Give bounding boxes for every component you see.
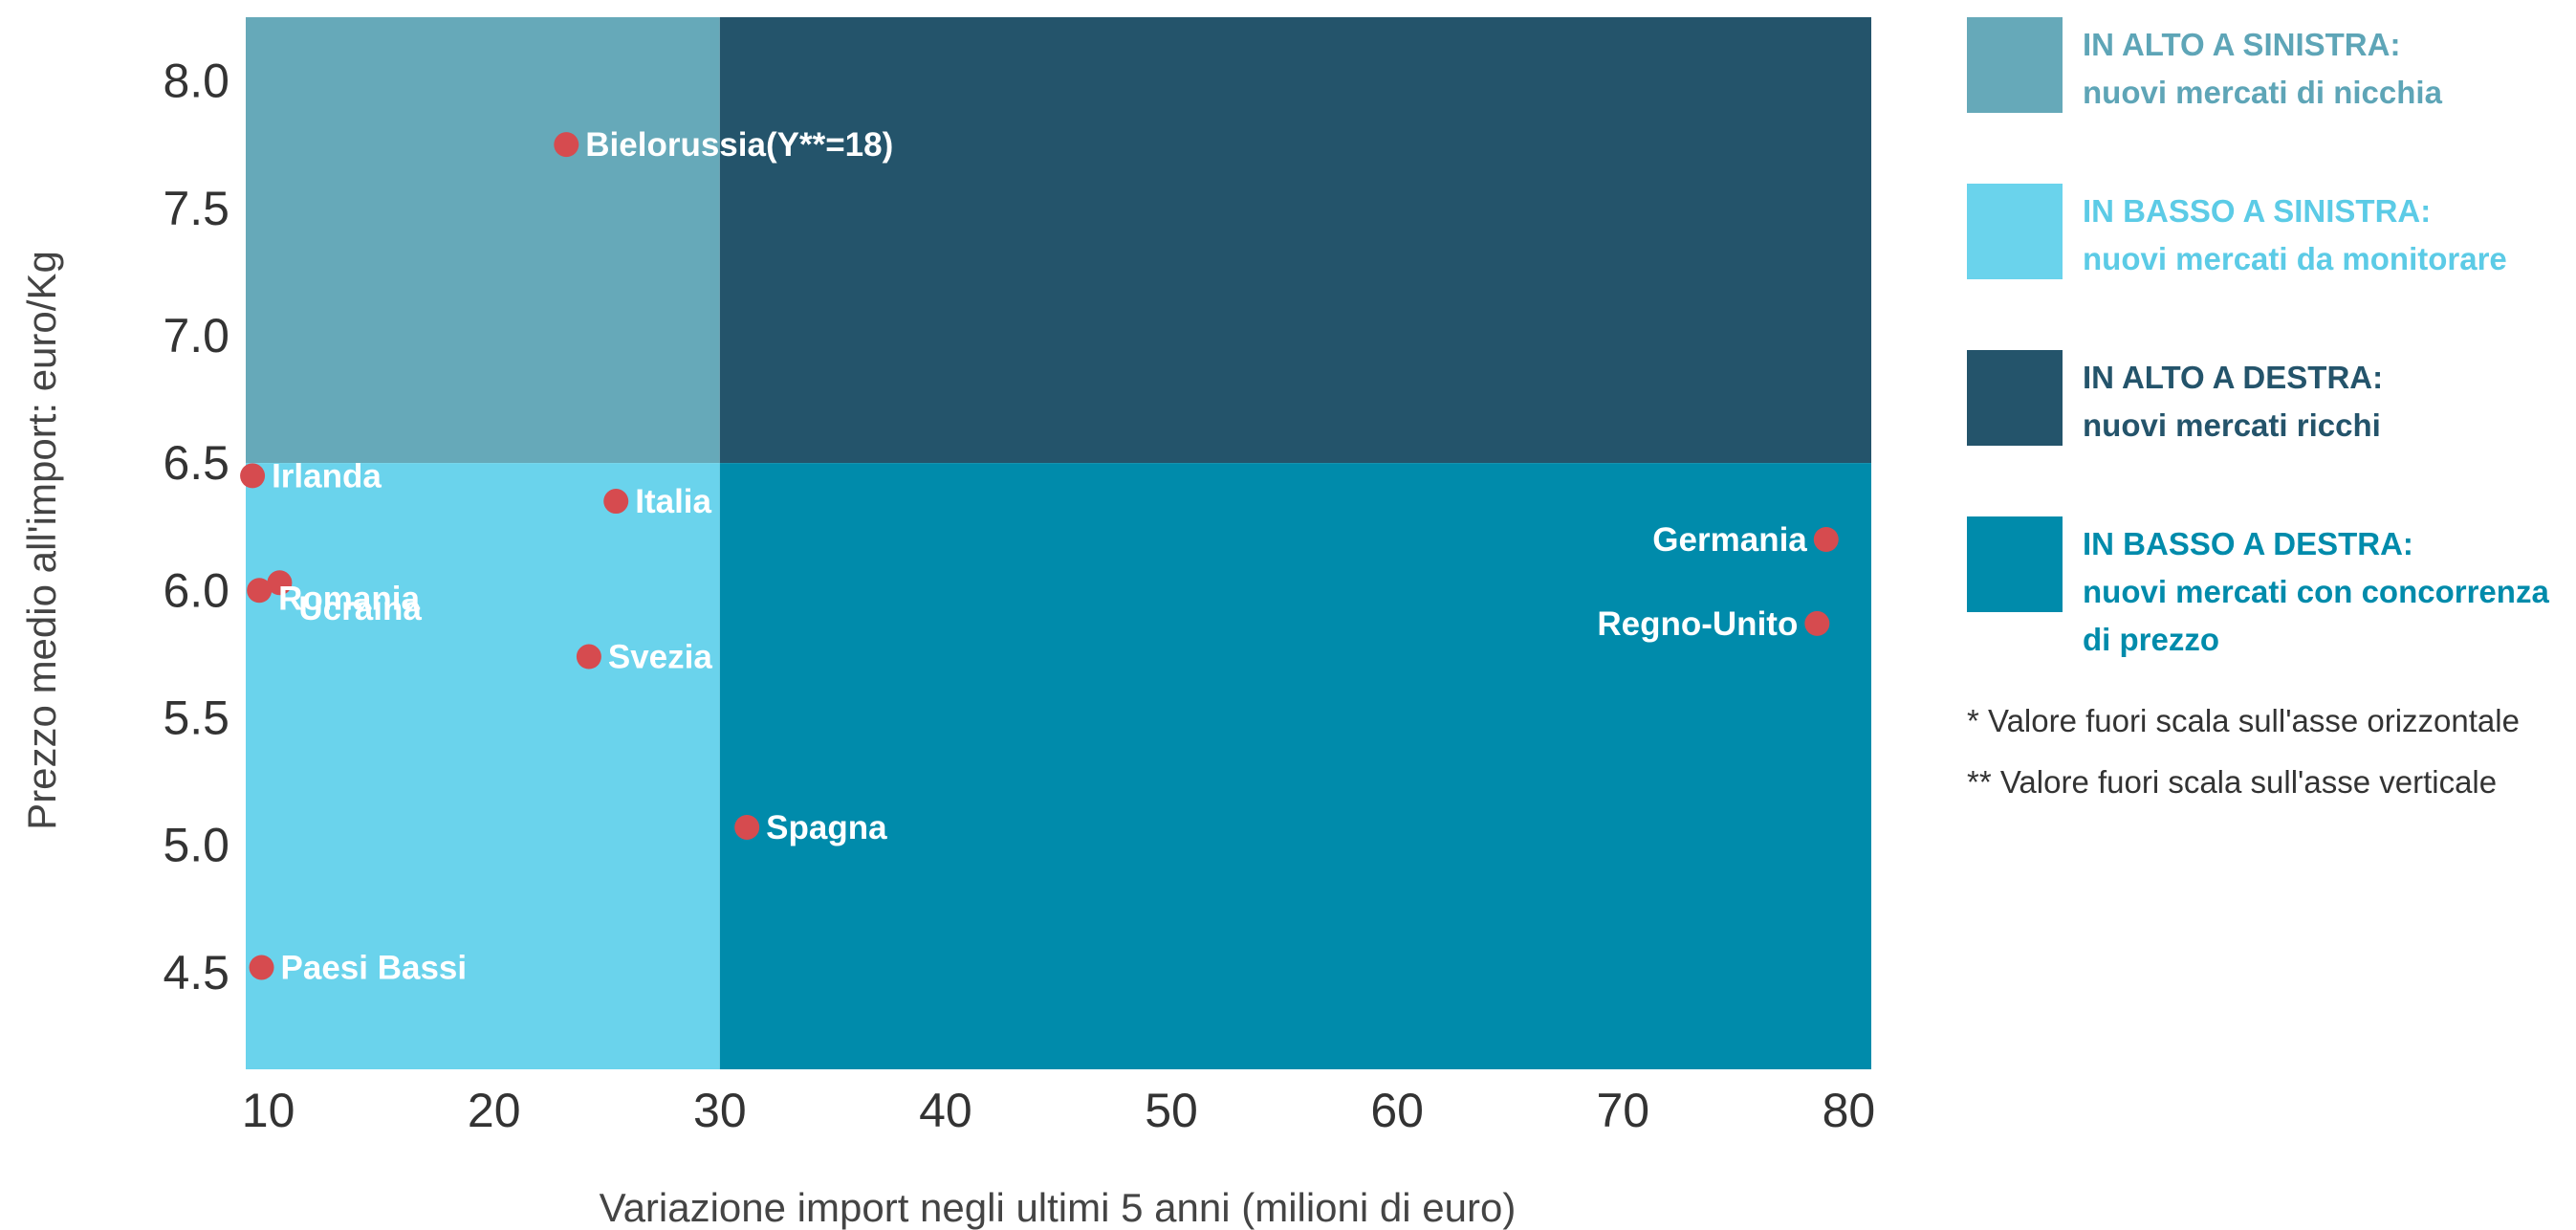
legend-item-top-right: IN ALTO A DESTRA: nuovi mercati ricchi (1967, 350, 2576, 450)
data-point-label: Regno-Unito (1597, 605, 1798, 643)
data-point (554, 132, 579, 158)
data-point-label: Paesi Bassi (281, 949, 468, 986)
x-tick-label: 60 (1370, 1084, 1424, 1137)
legend-swatch-bottom-right (1967, 516, 2063, 612)
y-axis-title: Prezzo medio all'import: euro/Kg (19, 251, 64, 830)
data-point (734, 814, 760, 840)
y-tick-label: 6.5 (163, 436, 229, 490)
y-tick-label: 5.5 (163, 691, 229, 744)
x-axis-ticks: 10 20 30 40 50 60 70 80 (242, 1084, 1875, 1137)
legend: IN ALTO A SINISTRA: nuovi mercati di nic… (1967, 17, 2576, 731)
legend-subtitle-bottom-left: nuovi mercati da monitorare (2083, 241, 2507, 276)
legend-item-bottom-right: IN BASSO A DESTRA: nuovi mercati con con… (1967, 516, 2576, 664)
data-point-label: Germania (1652, 521, 1807, 559)
legend-swatch-bottom-left (1967, 184, 2063, 279)
quadrant-backgrounds (246, 17, 1872, 1069)
data-point (240, 463, 266, 489)
legend-text-bottom-right: IN BASSO A DESTRA: nuovi mercati con con… (2083, 520, 2561, 664)
legend-text-bottom-left: IN BASSO A SINISTRA: nuovi mercati da mo… (2083, 187, 2507, 283)
data-point (603, 489, 629, 515)
data-point-labels: Bielorussia(Y**=18)IrlandaItaliaUcrainaR… (272, 126, 1807, 986)
x-tick-label: 10 (242, 1084, 295, 1137)
y-tick-label: 6.0 (163, 563, 229, 617)
legend-text-top-right: IN ALTO A DESTRA: nuovi mercati ricchi (2083, 354, 2383, 450)
x-tick-label: 80 (1823, 1084, 1876, 1137)
quadrant-top-left (246, 17, 720, 464)
legend-text-top-left: IN ALTO A SINISTRA: nuovi mercati di nic… (2083, 21, 2442, 117)
x-tick-label: 70 (1596, 1084, 1649, 1137)
data-point (1813, 527, 1839, 553)
data-points (240, 132, 1839, 980)
footnote-x-out-of-scale: * Valore fuori scala sull'asse orizzonta… (1967, 703, 2520, 738)
quadrant-bottom-right (719, 463, 1872, 1069)
legend-swatch-top-right (1967, 350, 2063, 446)
data-point (1804, 610, 1830, 636)
y-tick-label: 8.0 (163, 55, 229, 108)
legend-item-top-left: IN ALTO A SINISTRA: nuovi mercati di nic… (1967, 17, 2576, 117)
x-axis-title: Variazione import negli ultimi 5 anni (m… (600, 1185, 1517, 1230)
data-point-label: Svezia (608, 639, 712, 676)
legend-subtitle-top-right: nuovi mercati ricchi (2083, 407, 2381, 443)
x-tick-label: 50 (1145, 1084, 1198, 1137)
y-tick-label: 4.5 (163, 946, 229, 999)
legend-title-bottom-left: IN BASSO A SINISTRA: (2083, 193, 2432, 229)
data-point (576, 644, 601, 670)
legend-item-bottom-left: IN BASSO A SINISTRA: nuovi mercati da mo… (1967, 184, 2576, 283)
data-point-label: Ucraina (298, 590, 422, 627)
y-axis-ticks: 8.0 7.5 7.0 6.5 6.0 5.5 5.0 4.5 (163, 55, 229, 999)
x-tick-label: 30 (693, 1084, 747, 1137)
legend-subtitle-bottom-right: nuovi mercati con concorrenza di prezzo (2083, 574, 2549, 657)
legend-title-top-left: IN ALTO A SINISTRA: (2083, 27, 2401, 62)
data-point-label: Italia (635, 483, 711, 520)
y-tick-label: 7.5 (163, 182, 229, 235)
footnote-y-out-of-scale: ** Valore fuori scala sull'asse vertical… (1967, 764, 2498, 800)
y-tick-label: 5.0 (163, 819, 229, 872)
quadrant-top-right (719, 17, 1872, 464)
data-point-label: Bielorussia(Y**=18) (585, 126, 893, 164)
x-tick-label: 40 (919, 1084, 972, 1137)
legend-subtitle-top-left: nuovi mercati di nicchia (2083, 75, 2442, 110)
footnotes: * Valore fuori scala sull'asse orizzonta… (1967, 691, 2520, 813)
data-point (249, 955, 274, 980)
legend-title-bottom-right: IN BASSO A DESTRA: (2083, 526, 2413, 561)
data-point (267, 570, 293, 596)
legend-title-top-right: IN ALTO A DESTRA: (2083, 360, 2384, 395)
quadrant-bottom-left (246, 463, 720, 1069)
data-point (247, 578, 273, 604)
data-point-label: Romania (278, 580, 420, 617)
x-tick-label: 20 (468, 1084, 521, 1137)
data-point-label: Irlanda (272, 457, 382, 494)
legend-swatch-top-left (1967, 17, 2063, 113)
data-point-label: Spagna (766, 809, 887, 846)
y-tick-label: 7.0 (163, 309, 229, 362)
